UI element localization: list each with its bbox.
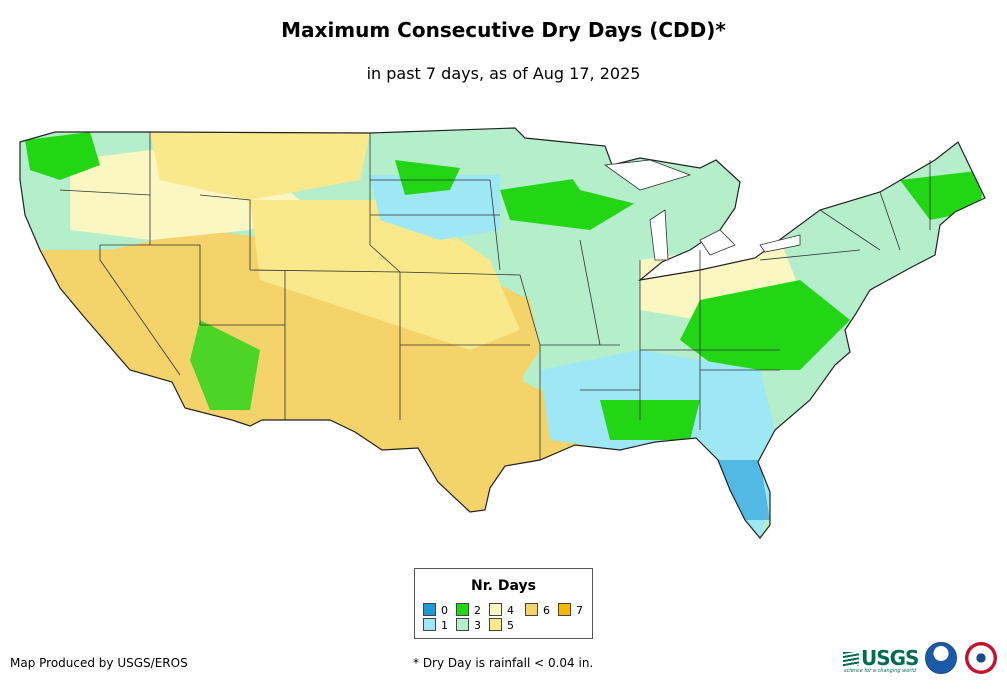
fill-2-day-dakotas bbox=[395, 160, 460, 195]
legend-item-0: 0 bbox=[423, 603, 448, 617]
legend-label-1: 1 bbox=[441, 619, 448, 632]
fill-2-day-gulf bbox=[600, 400, 700, 440]
nws-logo bbox=[965, 642, 997, 674]
legend-title: Nr. Days bbox=[471, 578, 536, 594]
usgs-logo: USGS bbox=[843, 646, 919, 670]
great-lakes bbox=[603, 159, 801, 261]
legend-item-4: 4 bbox=[489, 603, 514, 617]
usgs-tagline: science for a changing world bbox=[844, 668, 916, 674]
us-cdd-map bbox=[19, 127, 986, 539]
legend-item-3: 3 bbox=[456, 618, 481, 632]
map-subtitle: in past 7 days, as of Aug 17, 2025 bbox=[366, 64, 641, 83]
usgs-logo-text: USGS bbox=[861, 646, 919, 670]
fill-2-day-washington bbox=[25, 132, 100, 180]
fill-0-day-florida bbox=[700, 460, 770, 520]
map-fill-layer bbox=[20, 128, 985, 538]
legend-label-3: 3 bbox=[474, 619, 481, 632]
dry-day-footnote: * Dry Day is rainfall < 0.04 in. bbox=[413, 656, 594, 670]
legend-label-5: 5 bbox=[507, 619, 514, 632]
legend-swatch-6 bbox=[525, 603, 538, 616]
noaa-logo bbox=[925, 642, 957, 674]
map-title: Maximum Consecutive Dry Days (CDD)* bbox=[281, 18, 726, 42]
state-boundaries bbox=[59, 132, 931, 460]
fill-1-day-dakotas bbox=[370, 175, 500, 240]
legend-label-0: 0 bbox=[441, 604, 448, 617]
legend-label-4: 4 bbox=[507, 604, 514, 617]
legend-item-6: 6 bbox=[525, 603, 550, 617]
fill-6-day-texas bbox=[330, 350, 530, 500]
fill-5-days-northern-plains bbox=[150, 132, 370, 200]
legend-label-6: 6 bbox=[543, 604, 550, 617]
legend-swatch-0 bbox=[423, 603, 436, 616]
legend-item-2: 2 bbox=[456, 603, 481, 617]
legend-item-7: 7 bbox=[558, 603, 583, 617]
legend-swatch-2 bbox=[456, 603, 469, 616]
legend-label-2: 2 bbox=[474, 604, 481, 617]
legend-swatch-1 bbox=[423, 618, 436, 631]
us-outline bbox=[19, 127, 986, 539]
legend-item-5: 5 bbox=[489, 618, 514, 632]
fill-2-day-appalachia bbox=[680, 280, 850, 370]
legend-swatch-4 bbox=[489, 603, 502, 616]
legend-item-1: 1 bbox=[423, 618, 448, 632]
map-legend: Nr. Days 0 1 2 3 4 5 6 7 bbox=[414, 568, 593, 639]
legend-swatch-7 bbox=[558, 603, 571, 616]
legend-swatch-3 bbox=[456, 618, 469, 631]
agency-logos: USGS science for a changing world bbox=[843, 640, 1003, 682]
fill-2-day-arizona bbox=[190, 320, 260, 410]
legend-swatch-5 bbox=[489, 618, 502, 631]
usgs-wave-icon bbox=[843, 652, 859, 666]
legend-label-7: 7 bbox=[576, 604, 583, 617]
map-credit: Map Produced by USGS/EROS bbox=[10, 656, 188, 670]
